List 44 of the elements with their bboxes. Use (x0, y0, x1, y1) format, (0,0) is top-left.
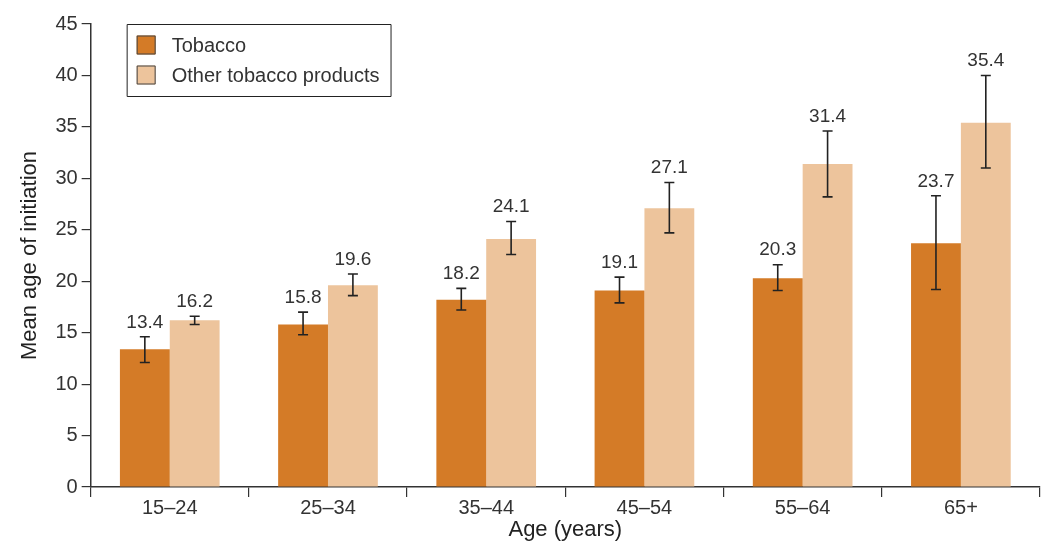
bar (911, 243, 961, 487)
x-tick-label: 35–44 (458, 495, 515, 518)
data-label: 31.4 (809, 104, 847, 126)
bar (278, 324, 328, 487)
data-label: 18.2 (442, 262, 480, 284)
y-tick-label: 20 (55, 268, 78, 291)
data-label: 19.6 (334, 247, 372, 269)
x-tick-label: 65+ (943, 495, 978, 518)
x-tick-label: 55–64 (774, 495, 831, 518)
legend-label: Other tobacco products (171, 63, 380, 86)
y-tick-label: 10 (55, 371, 78, 394)
data-label: 19.1 (601, 250, 639, 272)
bar (119, 349, 170, 487)
data-label: 16.2 (176, 289, 214, 311)
bar (594, 290, 645, 487)
y-tick-label: 0 (66, 474, 78, 497)
x-axis-title: Age (years) (508, 516, 623, 541)
bar (752, 278, 803, 487)
data-label: 27.1 (650, 156, 688, 178)
data-label: 35.4 (967, 49, 1005, 71)
x-tick-label: 15–24 (141, 495, 198, 518)
y-tick-label: 15 (55, 320, 78, 343)
x-tick-label: 25–34 (300, 495, 356, 518)
data-label: 13.4 (126, 310, 164, 332)
data-label: 15.8 (284, 285, 322, 307)
bar (802, 163, 853, 487)
bar (436, 299, 487, 487)
data-label: 23.7 (917, 169, 955, 191)
data-label: 24.1 (492, 195, 530, 217)
y-tick-label: 35 (55, 114, 78, 137)
y-tick-label: 45 (55, 11, 78, 34)
bar (486, 239, 537, 487)
y-tick-label: 30 (55, 165, 78, 188)
bar (169, 320, 220, 487)
y-tick-label: 25 (55, 217, 78, 240)
legend-label: Tobacco (171, 33, 247, 56)
bar (960, 122, 1011, 487)
x-tick-label: 45–54 (616, 495, 673, 518)
bar (327, 285, 378, 487)
data-label: 20.3 (759, 238, 797, 260)
y-tick-label: 5 (66, 423, 78, 446)
y-tick-label: 40 (55, 62, 78, 85)
y-axis-title: Mean age of initiation (16, 150, 42, 361)
bar (644, 208, 695, 487)
